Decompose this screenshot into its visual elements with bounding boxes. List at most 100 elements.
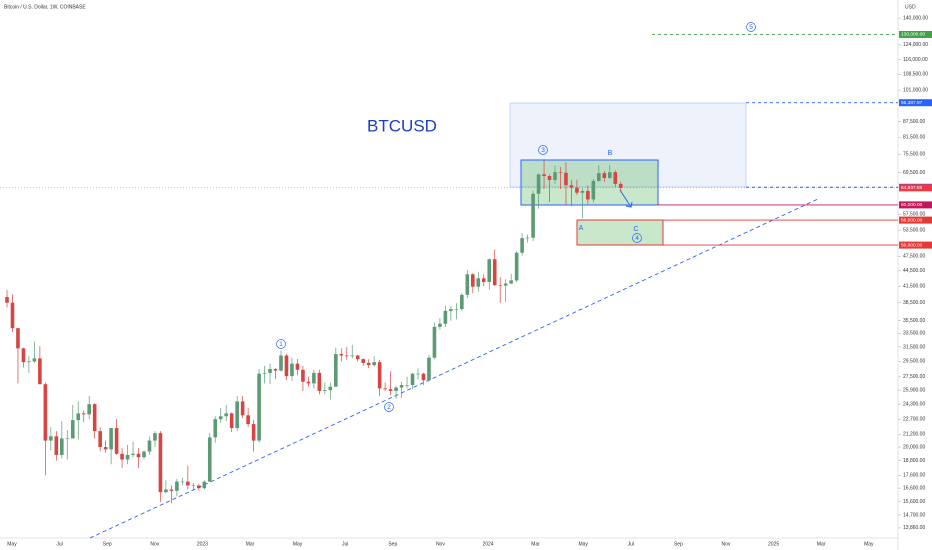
y-tick-label: 16,600.00 xyxy=(903,485,925,491)
candle-body xyxy=(564,172,568,186)
candle-body xyxy=(5,297,9,303)
candle-body xyxy=(328,386,333,391)
candle-body xyxy=(125,454,130,460)
candle-body xyxy=(306,381,311,384)
wave-circle xyxy=(276,339,286,349)
candle-body xyxy=(109,428,113,450)
y-tick-label: 108,500.00 xyxy=(903,72,928,78)
candle-body xyxy=(76,413,81,421)
candle-body xyxy=(136,453,141,458)
candle-body xyxy=(235,401,239,429)
candle-body xyxy=(536,174,541,194)
price-label-box xyxy=(899,216,932,224)
candle-body xyxy=(350,355,355,357)
candle-body xyxy=(197,485,201,489)
candle-body xyxy=(262,372,267,374)
candle-body xyxy=(251,424,256,441)
candles xyxy=(5,159,623,504)
y-tick-label: 53,500.00 xyxy=(903,228,925,234)
candle-body xyxy=(591,180,596,200)
y-tick-label: 21,200.00 xyxy=(903,432,925,438)
x-tick-label: May xyxy=(7,541,17,547)
y-tick-label: 33,500.00 xyxy=(903,331,925,337)
candle-body xyxy=(114,428,119,454)
candle-body xyxy=(81,413,86,415)
candle-body xyxy=(120,453,124,460)
x-tick-label: Mar xyxy=(817,541,826,547)
candle-body xyxy=(503,283,508,286)
candle-body xyxy=(443,310,448,324)
symbol-header: Bitcoin / U.S. Dollar, 1W, COINBASE xyxy=(4,4,86,10)
wave-label: 2 xyxy=(387,404,391,411)
candle-body xyxy=(558,172,563,173)
price-label-box xyxy=(899,30,932,38)
candle-body xyxy=(43,384,48,441)
candle-body xyxy=(498,285,502,286)
y-tick-label: 47,500.00 xyxy=(903,254,925,260)
candle-body xyxy=(586,191,590,200)
y-tick-label: 29,500.00 xyxy=(903,359,925,365)
y-tick-label: 14,700.00 xyxy=(903,512,925,518)
wave-circle xyxy=(632,233,642,243)
candle-body xyxy=(460,294,464,310)
price-label-box xyxy=(899,99,932,107)
candle-body xyxy=(575,187,579,193)
y-tick-label: 116,000.00 xyxy=(903,57,928,63)
price-label: 56,000.00 xyxy=(901,217,923,223)
candle-body xyxy=(169,489,174,491)
y-tick-label: 15,600.00 xyxy=(903,499,925,505)
candle-body xyxy=(355,355,360,360)
y-tick-label: 38,500.00 xyxy=(903,300,925,306)
y-tick-label: 124,000.00 xyxy=(903,42,928,48)
candle-body xyxy=(520,238,524,253)
x-tick-label: 2024 xyxy=(482,541,493,547)
candle-body xyxy=(229,413,234,429)
candle-body xyxy=(465,274,470,295)
candle-body xyxy=(481,278,486,282)
candle-body xyxy=(16,328,20,349)
candle-body xyxy=(323,390,327,391)
price-label-box xyxy=(899,241,932,249)
candle-body xyxy=(240,401,245,416)
candle-body xyxy=(49,436,53,441)
candle-body xyxy=(399,385,404,388)
candle-body xyxy=(158,433,163,493)
wave-label: 4 xyxy=(635,235,639,242)
y-tick-label: 87,500.00 xyxy=(903,119,925,125)
arrow xyxy=(619,189,633,208)
candle-body xyxy=(487,259,492,282)
x-tick-label: Mar xyxy=(531,541,540,547)
chart-title: BTCUSD xyxy=(367,116,437,135)
y-tick-label: 18,800.00 xyxy=(903,458,925,464)
x-tick-label: Jul xyxy=(342,541,348,547)
target-box xyxy=(509,102,747,188)
price-label-box xyxy=(899,201,932,209)
candle-body xyxy=(273,369,278,371)
y-tick-label: 69,500.00 xyxy=(903,170,925,176)
y-tick-label: 75,500.00 xyxy=(903,152,925,158)
candle-body xyxy=(284,355,289,377)
candle-body xyxy=(514,252,519,281)
candle-body xyxy=(344,355,349,357)
candle-body xyxy=(618,183,623,188)
x-tick-label: May xyxy=(864,541,874,547)
candle-body xyxy=(164,489,168,493)
candle-body xyxy=(38,358,42,385)
candle-body xyxy=(317,372,322,391)
candle-body xyxy=(213,419,218,438)
y-tick-label: 22,700.00 xyxy=(903,416,925,422)
candle-body xyxy=(92,404,97,432)
x-tick-label: 2023 xyxy=(197,541,208,547)
candle-body xyxy=(290,363,294,377)
x-tick-label: Mar xyxy=(246,541,255,547)
candle-body xyxy=(410,373,415,386)
candle-body xyxy=(147,440,152,452)
x-tick-label: Sep xyxy=(103,541,112,547)
support-box xyxy=(576,219,664,246)
candle-body xyxy=(202,481,207,489)
price-label: 60,000.00 xyxy=(901,202,923,208)
candle-body xyxy=(372,362,376,366)
candle-body xyxy=(218,416,223,420)
candle-body xyxy=(32,358,37,362)
